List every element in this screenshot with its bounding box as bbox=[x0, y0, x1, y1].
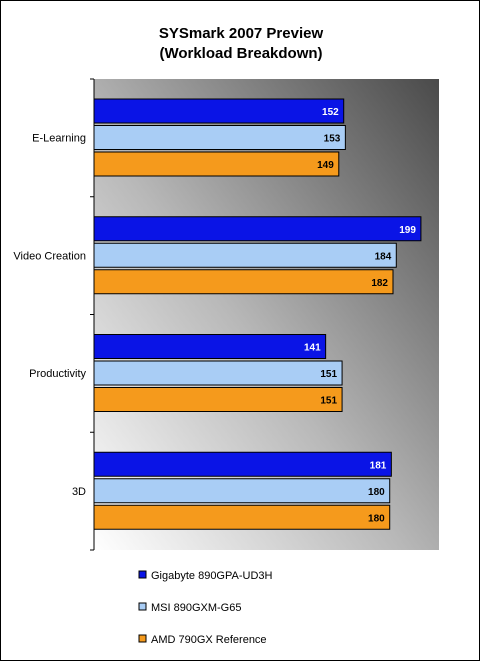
y-axis-ticks bbox=[90, 78, 94, 551]
legend-swatch bbox=[138, 602, 147, 611]
bars-group: 152 153 149 199 184 182 141 151 151 181 180 180 bbox=[93, 98, 422, 530]
chart-title: SYSmark 2007 Preview bbox=[159, 25, 324, 42]
bar bbox=[93, 451, 392, 477]
bar bbox=[93, 98, 345, 124]
legend: Gigabyte 890GPA-UD3H MSI 890GXM-G65 AMD 79… bbox=[138, 570, 273, 646]
bar bbox=[93, 269, 394, 295]
legend-swatch bbox=[138, 634, 147, 643]
data-label: 153 bbox=[324, 134, 341, 145]
bar bbox=[93, 478, 391, 504]
legend-swatch bbox=[138, 570, 147, 579]
category-labels: E-Learning Video Creation Productivity 3D bbox=[13, 133, 86, 498]
data-label: 184 bbox=[375, 251, 392, 262]
bar bbox=[93, 360, 343, 386]
data-label: 199 bbox=[399, 225, 416, 236]
bar bbox=[93, 387, 343, 412]
category-label: Video Creation bbox=[13, 250, 86, 262]
bar bbox=[93, 125, 346, 150]
data-label: 152 bbox=[322, 107, 339, 118]
legend-label: MSI 890GXM-G65 bbox=[151, 602, 241, 614]
category-label: E-Learning bbox=[32, 133, 86, 145]
bar bbox=[93, 242, 397, 268]
bar bbox=[93, 334, 327, 359]
category-label: 3D bbox=[72, 486, 86, 498]
legend-label: AMD 790GX Reference bbox=[151, 634, 267, 646]
data-label: 151 bbox=[320, 396, 337, 407]
category-label: Productivity bbox=[29, 368, 86, 380]
data-label: 180 bbox=[368, 513, 385, 524]
data-label: 182 bbox=[371, 278, 388, 289]
data-label: 149 bbox=[317, 160, 334, 171]
bar bbox=[93, 504, 391, 530]
bar bbox=[93, 151, 340, 177]
legend-label: Gigabyte 890GPA-UD3H bbox=[151, 570, 273, 582]
data-label: 181 bbox=[370, 460, 387, 471]
data-label: 151 bbox=[320, 369, 337, 380]
data-label: 180 bbox=[368, 487, 385, 498]
chart-subtitle: (Workload Breakdown) bbox=[159, 45, 322, 62]
data-label: 141 bbox=[304, 343, 321, 354]
bar bbox=[93, 216, 422, 242]
